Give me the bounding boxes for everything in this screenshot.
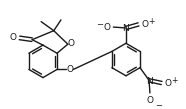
- Text: O: O: [103, 23, 110, 32]
- Text: N: N: [146, 77, 152, 86]
- Text: −: −: [96, 20, 103, 29]
- Text: O: O: [10, 33, 17, 42]
- Text: +: +: [148, 17, 154, 26]
- Text: O: O: [66, 65, 73, 74]
- Text: O: O: [164, 78, 171, 88]
- Text: −: −: [155, 101, 162, 109]
- Text: N: N: [123, 24, 129, 33]
- Text: +: +: [171, 76, 177, 85]
- Text: O: O: [146, 96, 153, 105]
- Text: O: O: [141, 20, 148, 29]
- Text: O: O: [68, 39, 75, 48]
